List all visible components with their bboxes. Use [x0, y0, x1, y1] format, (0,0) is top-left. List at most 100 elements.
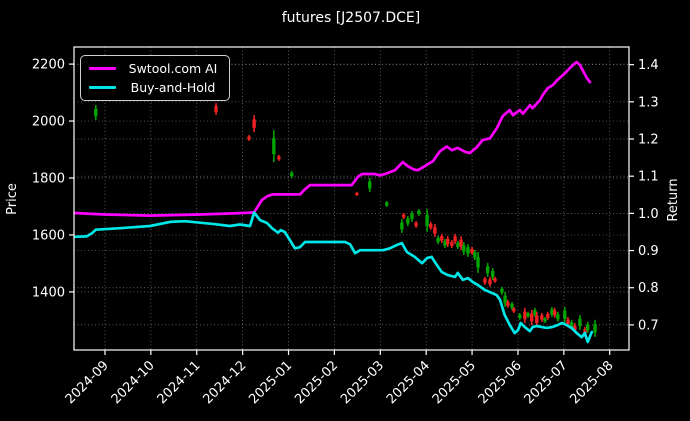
candle-body [368, 181, 372, 189]
candle-body [473, 252, 477, 258]
candle-body [523, 311, 527, 320]
candle-body [586, 324, 590, 331]
candle-body [506, 301, 510, 306]
candle-body [450, 242, 454, 247]
return-tick-label: 1.2 [638, 133, 659, 148]
plot-border [73, 46, 630, 351]
chart-title: futures [J2507.DCE] [282, 10, 421, 26]
date-tick-label: 2024-12 [200, 358, 249, 407]
candle-body [290, 172, 294, 177]
price-tick-label: 2200 [32, 58, 65, 73]
candle-body [566, 319, 570, 325]
buy-and-hold-line-swatch [89, 85, 116, 89]
candle-body [483, 278, 487, 283]
candle-body [385, 202, 389, 206]
candle-body [436, 237, 440, 242]
candle-body [569, 322, 574, 328]
return-tick-label: 1.1 [638, 170, 659, 185]
candle-body [459, 239, 463, 247]
candle-body [530, 313, 534, 322]
date-tick-label: 2025-01 [246, 358, 295, 407]
price-tick-label: 2000 [32, 115, 65, 130]
candle-body [272, 138, 276, 155]
date-tick-label: 2025-06 [476, 358, 525, 407]
candle-body [550, 309, 554, 315]
date-tick-label: 2025-08 [568, 358, 617, 407]
candle-body [535, 315, 539, 324]
buy-and-hold-line [74, 211, 594, 344]
candle-body [355, 192, 359, 195]
buy-and-hold-line-label: Buy-and-Hold [130, 79, 216, 95]
candle-body [406, 218, 410, 224]
candle-body [512, 308, 516, 312]
date-tick-label: 2024-09 [63, 358, 112, 407]
candle-body [500, 288, 504, 293]
candle-body [533, 310, 537, 315]
axis-tick-labels: 2200 2000 1800 1600 1400 1.4 1.3 1.2 1.1 1.0 0.9 0.… [32, 58, 659, 408]
candle-body [488, 279, 492, 285]
candle-body [94, 108, 98, 117]
candle-body [456, 242, 460, 247]
candle-body [563, 310, 567, 319]
date-tick-label: 2025-03 [338, 358, 387, 407]
candle-body [485, 266, 490, 274]
candle-body [546, 313, 550, 318]
price-tick-label: 1800 [32, 171, 65, 186]
left-axis-label: Price [5, 183, 20, 215]
candle-body [510, 303, 514, 308]
candle-body [476, 257, 480, 268]
candle-body [440, 236, 444, 241]
candlesticks [94, 103, 597, 337]
axis-ticks [69, 63, 634, 355]
candle-body [556, 314, 560, 320]
candle-body [277, 156, 281, 160]
ai-line-swatch [89, 67, 116, 71]
gridlines [74, 47, 629, 350]
candle-body [593, 324, 597, 333]
candle-body [470, 248, 474, 253]
candle-body [446, 238, 450, 245]
return-tick-label: 0.9 [638, 244, 659, 259]
candle-body [425, 214, 429, 227]
candle-body [526, 313, 530, 317]
date-tick-label: 2025-02 [292, 358, 341, 407]
candle-body [462, 245, 466, 252]
return-tick-label: 0.8 [638, 281, 659, 296]
date-tick-label: 2025-05 [430, 358, 479, 407]
candle-body [578, 318, 582, 327]
right-axis-label: Return [666, 178, 681, 221]
return-tick-label: 1.0 [638, 207, 659, 222]
candle-body [417, 210, 421, 215]
date-tick-label: 2024-10 [109, 358, 158, 407]
candle-body [252, 119, 256, 128]
candle-body [433, 227, 437, 234]
candle-body [466, 247, 470, 254]
date-tick-label: 2025-04 [384, 358, 433, 407]
candle-body [540, 315, 544, 320]
price-tick-label: 1600 [32, 228, 65, 243]
candle-body [247, 136, 251, 140]
candle-body [410, 213, 414, 220]
date-tick-label: 2025-07 [522, 358, 571, 407]
candle-body [214, 106, 218, 113]
return-tick-label: 0.7 [638, 318, 659, 333]
candle-body [400, 222, 404, 230]
return-tick-label: 1.4 [638, 58, 659, 73]
candle-body [573, 325, 577, 331]
candle-body [503, 295, 507, 304]
candle-body [543, 318, 547, 322]
ai-equity-line [74, 60, 592, 217]
candle-body [401, 214, 406, 218]
return-tick-label: 1.3 [638, 95, 659, 110]
series-lines [74, 60, 594, 344]
price-tick-label: 1400 [32, 285, 65, 300]
candle-body [491, 270, 495, 277]
legend-item-bh: Buy-and-Hold [89, 80, 221, 95]
candle-body [552, 310, 557, 316]
legend-item-ai: Swtool.com AI [89, 61, 221, 76]
candle-body [429, 223, 433, 228]
ai-line-label: Swtool.com AI [128, 61, 218, 77]
candle-body [414, 222, 418, 227]
